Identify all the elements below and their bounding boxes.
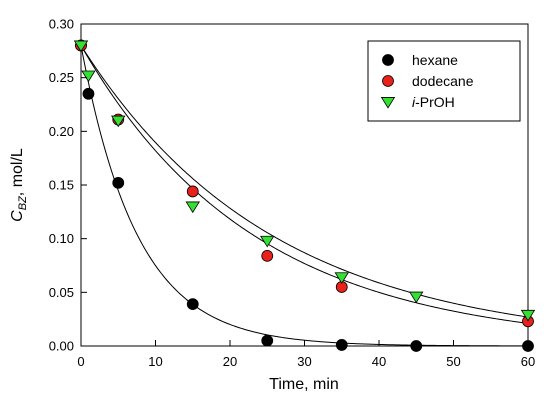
data-point-hexane (186, 298, 199, 311)
x-tick-label: 0 (77, 354, 84, 369)
legend-label-dodecane: dodecane (412, 73, 474, 89)
data-point-i-proh (334, 272, 349, 284)
data-point-hexane (410, 340, 423, 352)
legend-marker-i-proh (380, 97, 396, 109)
x-tick-label: 40 (372, 354, 386, 369)
y-tick-label: 0.20 (49, 124, 74, 139)
y-axis-title-subscript: BZ (17, 195, 29, 210)
y-tick-label: 0.30 (49, 17, 74, 32)
y-axis-title: CBZ, mol/L (9, 148, 29, 222)
x-tick-label: 50 (446, 354, 460, 369)
legend-label-part: hexane (412, 52, 458, 68)
legend-label-i-proh: i-PrOH (412, 94, 455, 110)
x-tick-label: 60 (521, 354, 535, 369)
x-tick-label: 20 (223, 354, 237, 369)
data-point-i-proh (81, 70, 96, 83)
data-point-dodecane (186, 185, 199, 198)
legend-marker-hexane (382, 54, 394, 66)
fit-curve-i-proh (80, 45, 529, 318)
legend-label-part: dodecane (412, 73, 474, 89)
legend: hexane dodecane i-PrOH (367, 40, 521, 122)
fit-curve-dodecane (80, 45, 529, 324)
legend-label-hexane: hexane (412, 52, 458, 68)
y-tick-label: 0.25 (49, 70, 74, 85)
x-axis: 0 10 20 30 40 50 60 (77, 340, 535, 369)
data-point-hexane (261, 334, 274, 347)
legend-marker-dodecane (382, 75, 394, 87)
data-point-i-proh (111, 115, 126, 128)
legend-label-part: i (412, 94, 416, 110)
y-tick-label: 0.10 (49, 231, 74, 246)
y-tick-label: 0.00 (49, 339, 74, 354)
data-point-hexane (82, 87, 95, 100)
data-point-dodecane (261, 249, 274, 262)
y-tick-label: 0.15 (49, 178, 74, 193)
data-point-i-proh (73, 40, 89, 53)
x-tick-label: 10 (148, 354, 162, 369)
data-point-hexane (335, 339, 348, 351)
markers-group (73, 39, 536, 352)
data-point-hexane (112, 176, 125, 189)
data-point-i-proh (185, 201, 200, 214)
legend-label-part: -PrOH (415, 94, 455, 110)
y-axis-title-units: , mol/L (9, 148, 26, 196)
y-tick-label: 0.05 (49, 285, 74, 300)
legend-entries: hexane dodecane i-PrOH (380, 52, 474, 110)
x-axis-title: Time, min (269, 376, 339, 393)
data-point-i-proh (409, 291, 424, 304)
data-point-i-proh (520, 309, 536, 322)
y-axis-title-main: C (9, 210, 26, 222)
y-axis: 0.00 0.05 0.10 0.15 0.20 0.25 0.30 (49, 17, 87, 354)
data-point-i-proh (260, 235, 275, 248)
x-tick-label: 30 (297, 354, 311, 369)
